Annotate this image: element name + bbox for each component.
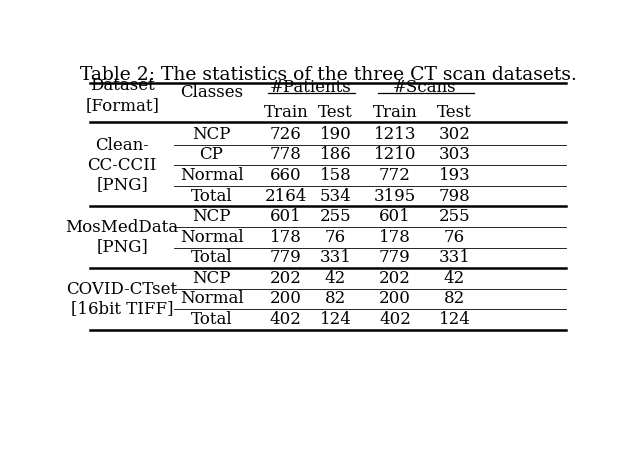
- Text: 76: 76: [444, 229, 465, 246]
- Text: 255: 255: [319, 208, 351, 225]
- Text: 331: 331: [438, 249, 470, 266]
- Text: 42: 42: [325, 270, 346, 287]
- Text: 178: 178: [270, 229, 302, 246]
- Text: 726: 726: [270, 126, 301, 143]
- Text: Train: Train: [372, 104, 417, 121]
- Text: CP: CP: [200, 147, 223, 164]
- Text: 202: 202: [270, 270, 302, 287]
- Text: 178: 178: [379, 229, 411, 246]
- Text: 534: 534: [319, 188, 351, 205]
- Text: Classes: Classes: [180, 84, 243, 101]
- Text: 303: 303: [438, 147, 470, 164]
- Text: Test: Test: [318, 104, 353, 121]
- Text: 779: 779: [379, 249, 411, 266]
- Text: Clean-
CC-CCII
[PNG]: Clean- CC-CCII [PNG]: [88, 137, 157, 193]
- Text: MosMedData
[PNG]: MosMedData [PNG]: [65, 219, 179, 255]
- Text: 402: 402: [379, 311, 411, 328]
- Text: 3195: 3195: [374, 188, 416, 205]
- Text: 1210: 1210: [374, 147, 416, 164]
- Text: 302: 302: [438, 126, 470, 143]
- Text: 779: 779: [270, 249, 301, 266]
- Text: 200: 200: [270, 290, 302, 307]
- Text: 660: 660: [270, 167, 301, 184]
- Text: Total: Total: [191, 311, 232, 328]
- Text: 331: 331: [319, 249, 351, 266]
- Text: 798: 798: [438, 188, 470, 205]
- Text: 1213: 1213: [374, 126, 416, 143]
- Text: Normal: Normal: [180, 167, 243, 184]
- Text: 255: 255: [438, 208, 470, 225]
- Text: 402: 402: [270, 311, 302, 328]
- Text: Test: Test: [437, 104, 472, 121]
- Text: Normal: Normal: [180, 229, 243, 246]
- Text: 190: 190: [319, 126, 351, 143]
- Text: Table 2: The statistics of the three CT scan datasets.: Table 2: The statistics of the three CT …: [79, 66, 577, 84]
- Text: 124: 124: [319, 311, 351, 328]
- Text: Total: Total: [191, 249, 232, 266]
- Text: 200: 200: [379, 290, 411, 307]
- Text: 82: 82: [325, 290, 346, 307]
- Text: 193: 193: [438, 167, 470, 184]
- Text: Dataset
[Format]: Dataset [Format]: [85, 78, 159, 114]
- Text: 76: 76: [325, 229, 346, 246]
- Text: 186: 186: [319, 147, 351, 164]
- Text: NCP: NCP: [192, 208, 230, 225]
- Text: COVID-CTset
[16bit TIFF]: COVID-CTset [16bit TIFF]: [67, 280, 178, 317]
- Text: 202: 202: [379, 270, 411, 287]
- Text: Total: Total: [191, 188, 232, 205]
- Text: 778: 778: [270, 147, 302, 164]
- Text: 124: 124: [438, 311, 470, 328]
- Text: NCP: NCP: [192, 270, 230, 287]
- Text: 601: 601: [379, 208, 411, 225]
- Text: NCP: NCP: [192, 126, 230, 143]
- Text: 42: 42: [444, 270, 465, 287]
- Text: 772: 772: [379, 167, 411, 184]
- Text: 601: 601: [270, 208, 301, 225]
- Text: 82: 82: [444, 290, 465, 307]
- Text: #Scans: #Scans: [393, 79, 456, 96]
- Text: 158: 158: [319, 167, 351, 184]
- Text: Train: Train: [264, 104, 308, 121]
- Text: 2164: 2164: [265, 188, 307, 205]
- Text: #Patients: #Patients: [270, 79, 351, 96]
- Text: Normal: Normal: [180, 290, 243, 307]
